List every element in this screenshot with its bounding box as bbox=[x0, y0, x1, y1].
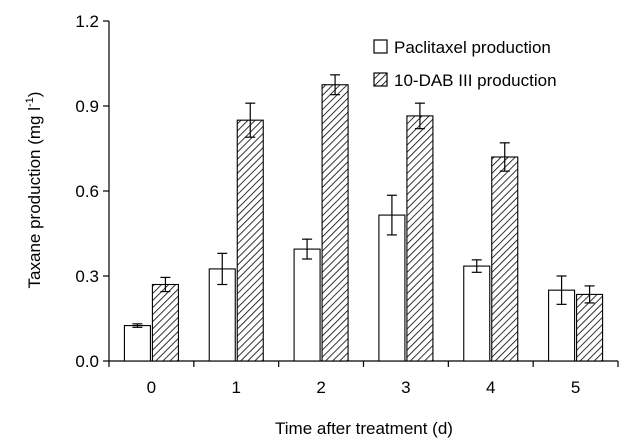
y-tick-label: 0.9 bbox=[75, 97, 99, 116]
legend-label-paclitaxel: Paclitaxel production bbox=[394, 38, 551, 57]
legend-label-10-dab-iii: 10-DAB III production bbox=[394, 71, 557, 90]
x-tick-label: 0 bbox=[147, 378, 156, 397]
y-axis-title-close: ) bbox=[25, 92, 44, 98]
y-tick-label: 0.3 bbox=[75, 267, 99, 286]
bar-10-dab-iii bbox=[491, 156, 519, 362]
bar-10-dab-iii bbox=[151, 283, 179, 362]
x-tick-label: 2 bbox=[316, 378, 325, 397]
bar-10-dab-iii bbox=[576, 293, 604, 362]
y-axis-title-main: Taxane production (mg l bbox=[25, 107, 44, 288]
legend: Paclitaxel production 10-DAB III product… bbox=[373, 38, 557, 90]
bar-paclitaxel bbox=[293, 248, 321, 362]
x-tick-label: 5 bbox=[571, 378, 580, 397]
bar-paclitaxel bbox=[378, 214, 406, 362]
x-tick-label: 3 bbox=[401, 378, 410, 397]
bar-paclitaxel bbox=[123, 325, 151, 362]
y-axis-title: Taxane production (mg l-1) bbox=[24, 92, 44, 289]
y-tick-label: 0.0 bbox=[75, 352, 99, 371]
bar-10-dab-iii bbox=[406, 115, 434, 362]
x-tick-label: 1 bbox=[232, 378, 241, 397]
legend-swatch-10-dab-iii bbox=[373, 72, 388, 87]
y-axis-title-superscript: -1 bbox=[24, 97, 36, 107]
bar-10-dab-iii bbox=[236, 119, 264, 362]
plot-area: 0.0 0.3 0.6 0.9 1.2 0 1 2 3 4 5 bbox=[75, 12, 619, 397]
y-tick-label: 0.6 bbox=[75, 182, 99, 201]
x-tick-label: 4 bbox=[486, 378, 495, 397]
x-axis-title: Time after treatment (d) bbox=[275, 419, 453, 438]
bar-paclitaxel bbox=[463, 265, 491, 362]
y-tick-label: 1.2 bbox=[75, 12, 99, 31]
bar-10-dab-iii bbox=[321, 84, 349, 362]
legend-swatch-paclitaxel bbox=[373, 39, 388, 54]
